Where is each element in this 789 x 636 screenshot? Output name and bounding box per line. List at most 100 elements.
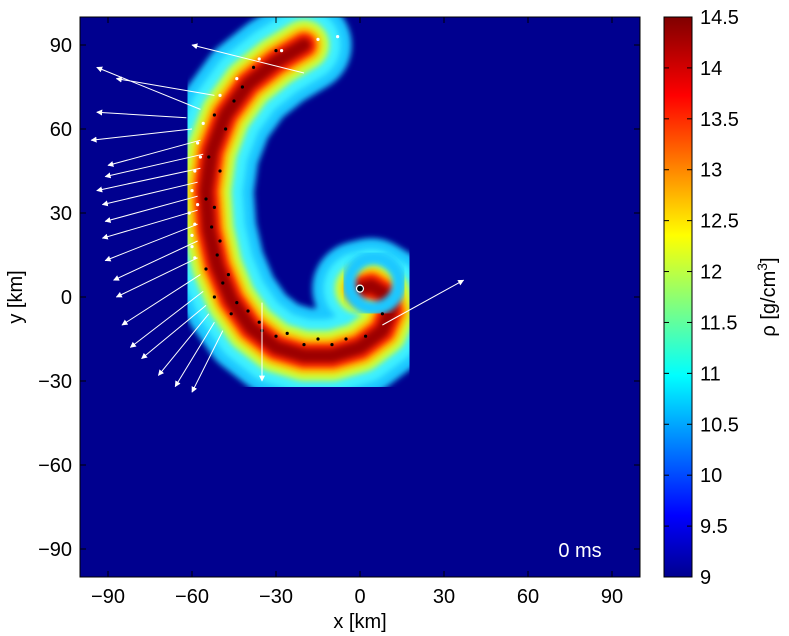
tracer-particle-black bbox=[274, 334, 278, 338]
ejecta-arrow bbox=[129, 291, 204, 348]
colorbar-tick-label: 9 bbox=[700, 567, 711, 589]
ejecta-arrow bbox=[104, 223, 198, 262]
y-axis-label: y [km] bbox=[5, 270, 27, 323]
tracer-particle-black bbox=[285, 331, 289, 335]
colorbar-tick-label: 11.5 bbox=[700, 312, 737, 334]
tracer-particle-black bbox=[235, 301, 239, 305]
ejecta-arrow bbox=[96, 66, 201, 110]
ejecta-arrows bbox=[90, 43, 465, 393]
ejecta-arrow bbox=[90, 128, 193, 143]
density-inner-curl bbox=[341, 250, 407, 316]
tracer-particle-white bbox=[280, 49, 284, 53]
tracer-particle-black bbox=[302, 343, 306, 347]
tracer-particle-black bbox=[252, 65, 256, 69]
tracer-particle-black bbox=[224, 127, 228, 131]
y-tick-label: 60 bbox=[50, 119, 72, 141]
colorbar-tick-label: 12 bbox=[700, 262, 722, 284]
colorbar: 9 9.5 10 10.5 11 11.5 12 12.5 13 13.5 14 14.5 ρ [g/… bbox=[663, 7, 780, 589]
tracer-particle-white bbox=[190, 233, 194, 237]
tracer-particle-black bbox=[240, 85, 244, 89]
colorbar-tick-label: 13.5 bbox=[700, 109, 739, 131]
tracer-particle-white bbox=[336, 35, 340, 39]
tracer-particle-black bbox=[229, 312, 233, 316]
tracer-particle-black bbox=[380, 312, 384, 316]
density-level-14-2 bbox=[199, 38, 398, 363]
tracer-particle-white bbox=[193, 169, 197, 173]
tracer-particle-white bbox=[257, 57, 261, 61]
tracer-particle-white bbox=[198, 155, 202, 159]
ejecta-arrow bbox=[115, 76, 215, 96]
tracer-particle-white bbox=[196, 203, 200, 207]
density-field bbox=[158, 17, 439, 404]
x-tick-label: 30 bbox=[433, 586, 455, 608]
x-tick-label: 0 bbox=[354, 586, 365, 608]
ejecta-arrow bbox=[104, 195, 198, 223]
x-axis-label: x [km] bbox=[333, 611, 386, 633]
tracer-particle-black bbox=[232, 99, 236, 103]
tracer-particle-black bbox=[210, 225, 214, 229]
colorbar-tick-label: 13 bbox=[700, 160, 722, 182]
tracer-particle-white bbox=[190, 245, 194, 249]
x-tick-label: −90 bbox=[91, 586, 125, 608]
colorbar-label-main: ρ [g/cm bbox=[758, 271, 780, 337]
x-tick-label: −30 bbox=[259, 586, 293, 608]
colorbar-tick-label: 14.5 bbox=[700, 7, 739, 29]
tracer-particle-white bbox=[218, 93, 222, 97]
ejecta-arrow bbox=[174, 321, 215, 388]
tracer-particle-black bbox=[218, 169, 222, 173]
tracer-particle-white bbox=[190, 189, 194, 193]
tracer-particle-black bbox=[218, 239, 222, 243]
ejecta-arrow bbox=[158, 313, 210, 376]
tracer-particle-white bbox=[316, 37, 320, 42]
tracer-particle-black bbox=[246, 309, 250, 313]
tracer-particle-black bbox=[207, 155, 211, 159]
y-tick-label: −90 bbox=[38, 539, 72, 561]
ejecta-arrow bbox=[141, 305, 207, 359]
tracer-particle-black bbox=[257, 320, 261, 324]
x-tick-label: 90 bbox=[601, 586, 623, 608]
ejecta-arrow bbox=[107, 139, 201, 167]
colorbar-tick-label: 10.5 bbox=[700, 414, 739, 436]
y-tick-label: −60 bbox=[38, 455, 72, 477]
tracer-particle-black bbox=[344, 337, 348, 341]
tracer-particle-black bbox=[330, 343, 334, 347]
ejecta-arrow bbox=[96, 109, 187, 119]
ejecta-arrow bbox=[121, 274, 201, 326]
colorbar-tick-label: 10 bbox=[700, 465, 722, 487]
tracer-particle-black bbox=[212, 295, 216, 299]
ejecta-arrow bbox=[101, 181, 198, 207]
colorbar-tick-label: 12.5 bbox=[700, 211, 739, 233]
tracer-particle-white bbox=[235, 77, 239, 81]
ejecta-arrow bbox=[104, 153, 204, 179]
x-tick-label: 60 bbox=[517, 586, 539, 608]
colorbar-label: ρ [g/cm3] bbox=[754, 257, 780, 336]
tracer-particle-black bbox=[364, 334, 368, 338]
ejecta-arrow bbox=[96, 167, 201, 193]
colorbar-ticks: 9 9.5 10 10.5 11 11.5 12 12.5 13 13.5 14 14.5 bbox=[664, 7, 739, 589]
x-tick-label: −60 bbox=[175, 586, 209, 608]
y-tick-label: 30 bbox=[50, 203, 72, 225]
colorbar-label-end: ] bbox=[758, 257, 780, 263]
tracer-particle-black bbox=[274, 49, 278, 53]
plot-area: 0 ms bbox=[79, 16, 641, 578]
tracer-particle-black bbox=[204, 267, 208, 271]
central-object-marker bbox=[355, 284, 365, 293]
ejecta-arrow bbox=[191, 43, 305, 74]
tracer-particle-white bbox=[201, 121, 205, 125]
x-axis: −90 −60 −30 0 30 60 90 bbox=[91, 17, 623, 608]
time-annotation: 0 ms bbox=[558, 540, 601, 562]
colorbar-tick-label: 9.5 bbox=[700, 516, 728, 538]
y-tick-label: 0 bbox=[61, 287, 72, 309]
tracer-particle-black bbox=[215, 253, 219, 257]
tracer-particle-black bbox=[212, 113, 216, 117]
colorbar-label-superscript: 3 bbox=[754, 263, 770, 271]
tracer-particle-white bbox=[196, 141, 200, 145]
colorbar-tick-label: 14 bbox=[700, 58, 722, 80]
tracer-particle-black bbox=[212, 205, 216, 209]
tracer-particle-black bbox=[316, 337, 320, 341]
colorbar-gradient bbox=[663, 16, 693, 578]
tracer-particle-black bbox=[204, 197, 208, 201]
tracer-particle-black bbox=[226, 273, 230, 277]
ejecta-arrow bbox=[113, 240, 198, 281]
